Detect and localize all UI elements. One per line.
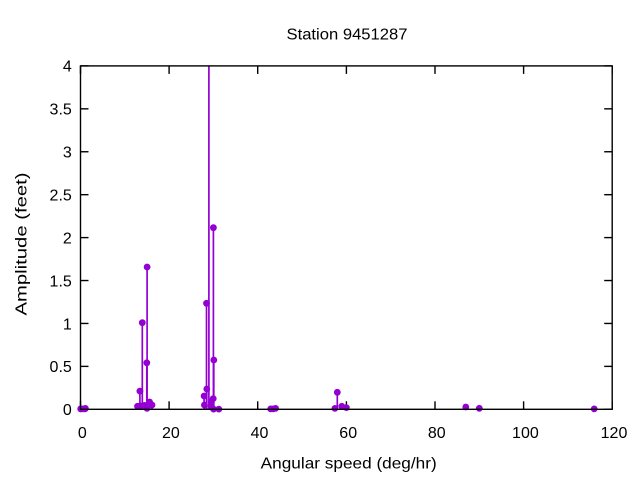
svg-text:100: 100 <box>512 425 539 442</box>
svg-text:3: 3 <box>63 145 72 162</box>
svg-text:2: 2 <box>63 230 72 247</box>
svg-text:60: 60 <box>339 425 357 442</box>
svg-text:0: 0 <box>63 402 72 419</box>
svg-text:4: 4 <box>63 59 72 76</box>
svg-text:0: 0 <box>78 425 87 442</box>
svg-text:2.5: 2.5 <box>50 188 72 205</box>
svg-text:Station 9451287: Station 9451287 <box>287 27 408 44</box>
svg-text:20: 20 <box>162 425 180 442</box>
svg-text:1.5: 1.5 <box>50 273 72 290</box>
svg-text:Angular speed (deg/hr): Angular speed (deg/hr) <box>261 456 437 473</box>
svg-text:1: 1 <box>63 316 72 333</box>
svg-text:120: 120 <box>601 425 628 442</box>
svg-text:3.5: 3.5 <box>50 102 72 119</box>
svg-text:40: 40 <box>251 425 269 442</box>
svg-text:0.5: 0.5 <box>50 359 72 376</box>
svg-text:80: 80 <box>428 425 446 442</box>
svg-text:Amplitude (feet): Amplitude (feet) <box>14 173 31 316</box>
